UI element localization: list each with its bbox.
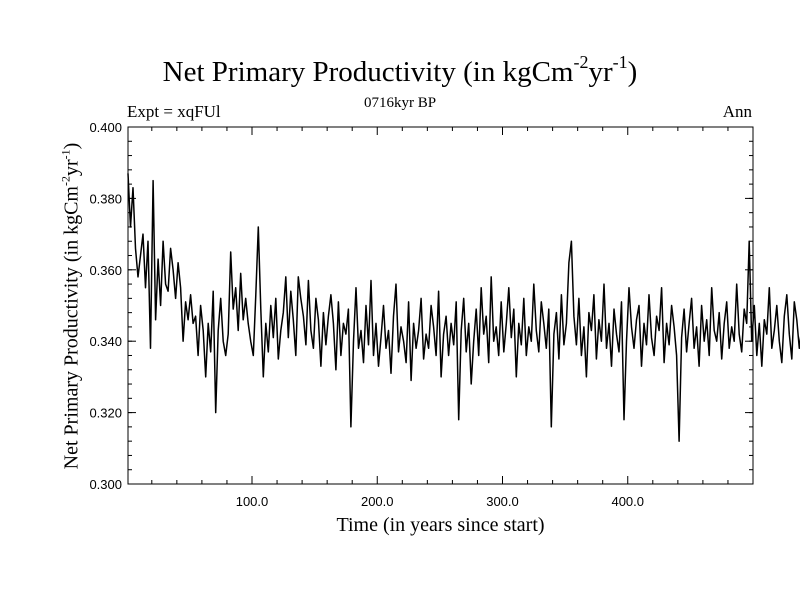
- experiment-label: Expt = xqFUl: [127, 102, 221, 121]
- x-tick-label: 300.0: [486, 494, 519, 509]
- y-tick-label: 0.400: [89, 120, 122, 135]
- chart-title-superscript-2: -1: [612, 52, 628, 72]
- chart-subtitle: 0716kyr BP: [363, 95, 437, 111]
- y-tick-label: 0.300: [89, 477, 122, 492]
- y-tick-label: 0.340: [89, 334, 122, 349]
- chart-title-unit: yr: [588, 56, 613, 88]
- y-tick-label: 0.380: [89, 191, 122, 206]
- series-line-npp: [127, 173, 800, 442]
- y-tick-label: 0.360: [89, 263, 122, 278]
- x-axis-label: Time (in years since start): [336, 514, 545, 536]
- x-tick-label: 200.0: [361, 494, 394, 509]
- chart-title-superscript-1: -2: [573, 52, 589, 72]
- axis-tick-labels: 0.300 0.320 0.340 0.360 0.380 0.400 100.0 200.0…: [89, 120, 644, 509]
- chart-title: Net Primary Productivity (in kgCm-2yr-1): [0, 52, 800, 89]
- period-label: Ann: [722, 102, 752, 121]
- plot-frame: [127, 126, 754, 485]
- chart-title-main: Net Primary Productivity (in kgCm: [162, 56, 574, 88]
- y-tick-label: 0.320: [89, 406, 122, 421]
- x-tick-label: 100.0: [236, 494, 269, 509]
- x-tick-label: 400.0: [611, 494, 644, 509]
- chart-title-close: ): [627, 56, 638, 88]
